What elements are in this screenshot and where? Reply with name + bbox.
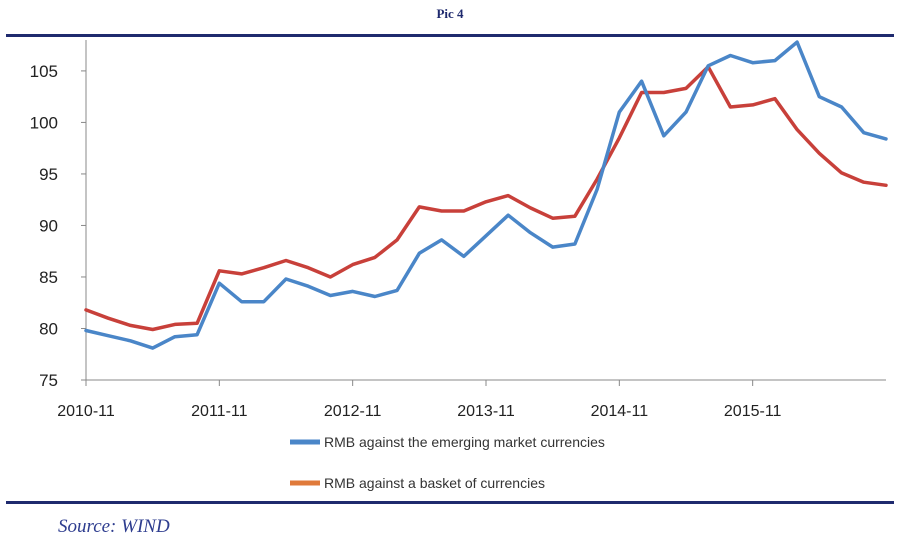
- series-line-basket: [84, 65, 888, 332]
- y-axis-tick-labels: 75 80 85 90 95 100 105: [30, 62, 58, 390]
- y-tick-label: 95: [39, 165, 58, 184]
- y-tick-label: 100: [30, 113, 58, 132]
- x-tick-label: 2014-11: [591, 403, 649, 420]
- chart-axes: [81, 40, 886, 386]
- x-tick-label: 2011-11: [191, 403, 247, 420]
- y-tick-label: 105: [30, 62, 58, 81]
- y-tick-label: 75: [39, 371, 58, 390]
- chart-series: [84, 40, 888, 350]
- x-tick-label: 2012-11: [324, 403, 382, 420]
- figure-caption-title: Pic 4: [436, 6, 464, 21]
- y-tick-label: 85: [39, 268, 58, 287]
- y-tick-label: 90: [39, 216, 58, 235]
- source-note: Source: WIND: [58, 516, 170, 537]
- x-axis-tick-labels: 2010-11 2011-11 2012-11 2013-11 2014-11 2015-…: [57, 403, 781, 420]
- x-tick-label: 2010-11: [57, 403, 115, 420]
- bottom-divider: [6, 501, 894, 504]
- chart-legend: RMB against the emerging market currenci…: [290, 434, 605, 491]
- legend-item-basket: RMB against a basket of currencies: [324, 475, 545, 491]
- y-tick-label: 80: [39, 319, 58, 338]
- x-tick-label: 2015-11: [724, 403, 782, 420]
- top-divider: [6, 34, 894, 37]
- x-tick-label: 2013-11: [457, 403, 515, 420]
- legend-item-emerging-market: RMB against the emerging market currenci…: [324, 434, 605, 450]
- series-line-emerging-market: [84, 40, 888, 350]
